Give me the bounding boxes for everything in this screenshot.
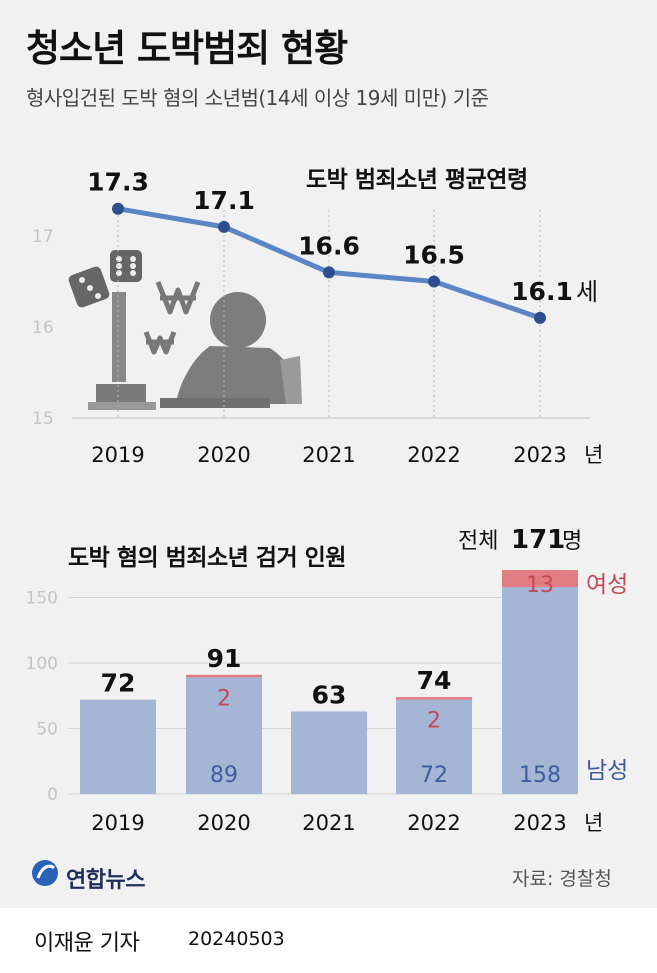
line-y-tick: 17 bbox=[32, 227, 54, 247]
age-unit: 세 bbox=[576, 278, 598, 306]
reporter-name: 이재윤 기자 bbox=[34, 931, 140, 956]
line-y-tick: 15 bbox=[32, 409, 54, 429]
bar-chart-title: 도박 혐의 범죄소년 검거 인원 bbox=[68, 545, 346, 571]
bar-y-tick: 0 bbox=[47, 785, 58, 805]
bar-male-label: 89 bbox=[210, 763, 238, 788]
bar-y-tick: 50 bbox=[36, 720, 58, 740]
bar-male bbox=[396, 699, 472, 794]
age-label: 17.3 bbox=[87, 168, 149, 197]
bar-x-tick: 2020 bbox=[197, 811, 250, 835]
source-note: 자료: 경찰청 bbox=[512, 868, 612, 890]
bar-female-label: 2 bbox=[217, 686, 231, 711]
age-point bbox=[428, 275, 440, 288]
total-value: 171 bbox=[511, 525, 565, 555]
gambling-illustration bbox=[68, 250, 302, 410]
slot-machine-icon bbox=[88, 292, 156, 410]
age-point bbox=[534, 311, 546, 324]
bar-y-tick: 150 bbox=[26, 589, 58, 609]
bar-x-tick: 2019 bbox=[91, 811, 144, 835]
bar-x-tick: 2023 bbox=[513, 811, 566, 835]
page-subtitle: 형사입건된 도박 혐의 소년범(14세 이상 19세 미만) 기준 bbox=[26, 86, 489, 110]
footer bbox=[0, 908, 657, 973]
line-chart: 15 16 17 17.3 17.1 16.6 16.5 16.1 세 2019 2020 202… bbox=[32, 168, 603, 467]
line-x-tick: 2020 bbox=[197, 443, 250, 467]
bar-total-label: 72 bbox=[101, 669, 136, 698]
bar-total-label: 74 bbox=[417, 666, 452, 695]
bar-male bbox=[186, 677, 262, 794]
bar-female-label: 2 bbox=[427, 709, 441, 734]
publish-date: 20240503 bbox=[188, 928, 285, 950]
bar-male-label: 72 bbox=[420, 763, 448, 788]
bar-female bbox=[186, 674, 262, 678]
line-y-tick: 16 bbox=[32, 318, 54, 338]
legend-male: 남성 bbox=[586, 758, 628, 784]
age-label: 17.1 bbox=[193, 186, 255, 215]
bar-x-tick: 2021 bbox=[302, 811, 355, 835]
age-point bbox=[323, 266, 335, 279]
person-at-computer-icon bbox=[160, 292, 302, 408]
yonhap-logo-icon bbox=[32, 860, 58, 886]
line-chart-title: 도박 범죄소년 평균연령 bbox=[306, 167, 528, 193]
page-title: 청소년 도박범죄 현황 bbox=[26, 27, 348, 70]
line-x-tick: 2022 bbox=[407, 443, 460, 467]
won-symbol-icon bbox=[143, 281, 201, 355]
line-x-tick: 2023 bbox=[513, 443, 566, 467]
line-x-unit: 년 bbox=[584, 443, 603, 467]
age-point bbox=[218, 220, 230, 233]
line-x-tick: 2019 bbox=[91, 443, 144, 467]
bar-male-label: 158 bbox=[519, 763, 561, 788]
age-label: 16.6 bbox=[298, 231, 360, 260]
bar-male bbox=[502, 587, 578, 794]
dice-icon bbox=[68, 250, 142, 308]
bar-male bbox=[291, 711, 367, 794]
age-label: 16.5 bbox=[403, 241, 465, 270]
bar-male bbox=[80, 699, 156, 794]
legend-female: 여성 bbox=[586, 572, 628, 598]
bar-chart: 전체 171 명 여성 남성 0 50 100 150 72 91 89 2 63 74 72 2 1… bbox=[26, 525, 629, 835]
bar-female bbox=[396, 697, 472, 700]
bar-total-label: 91 bbox=[207, 644, 242, 673]
age-point bbox=[112, 202, 124, 215]
bar-female-label: 13 bbox=[526, 573, 554, 598]
age-label: 16.1 bbox=[511, 277, 573, 306]
bar-total-label: 63 bbox=[312, 680, 347, 709]
total-prefix: 전체 bbox=[458, 529, 498, 554]
yonhap-logo-text: 연합뉴스 bbox=[66, 868, 145, 893]
bar-x-unit: 년 bbox=[584, 811, 603, 835]
bar-female bbox=[502, 569, 578, 588]
total-suffix: 명 bbox=[562, 529, 582, 554]
bar-y-tick: 100 bbox=[26, 654, 58, 674]
bar-x-tick: 2022 bbox=[407, 811, 460, 835]
line-x-tick: 2021 bbox=[302, 443, 355, 467]
